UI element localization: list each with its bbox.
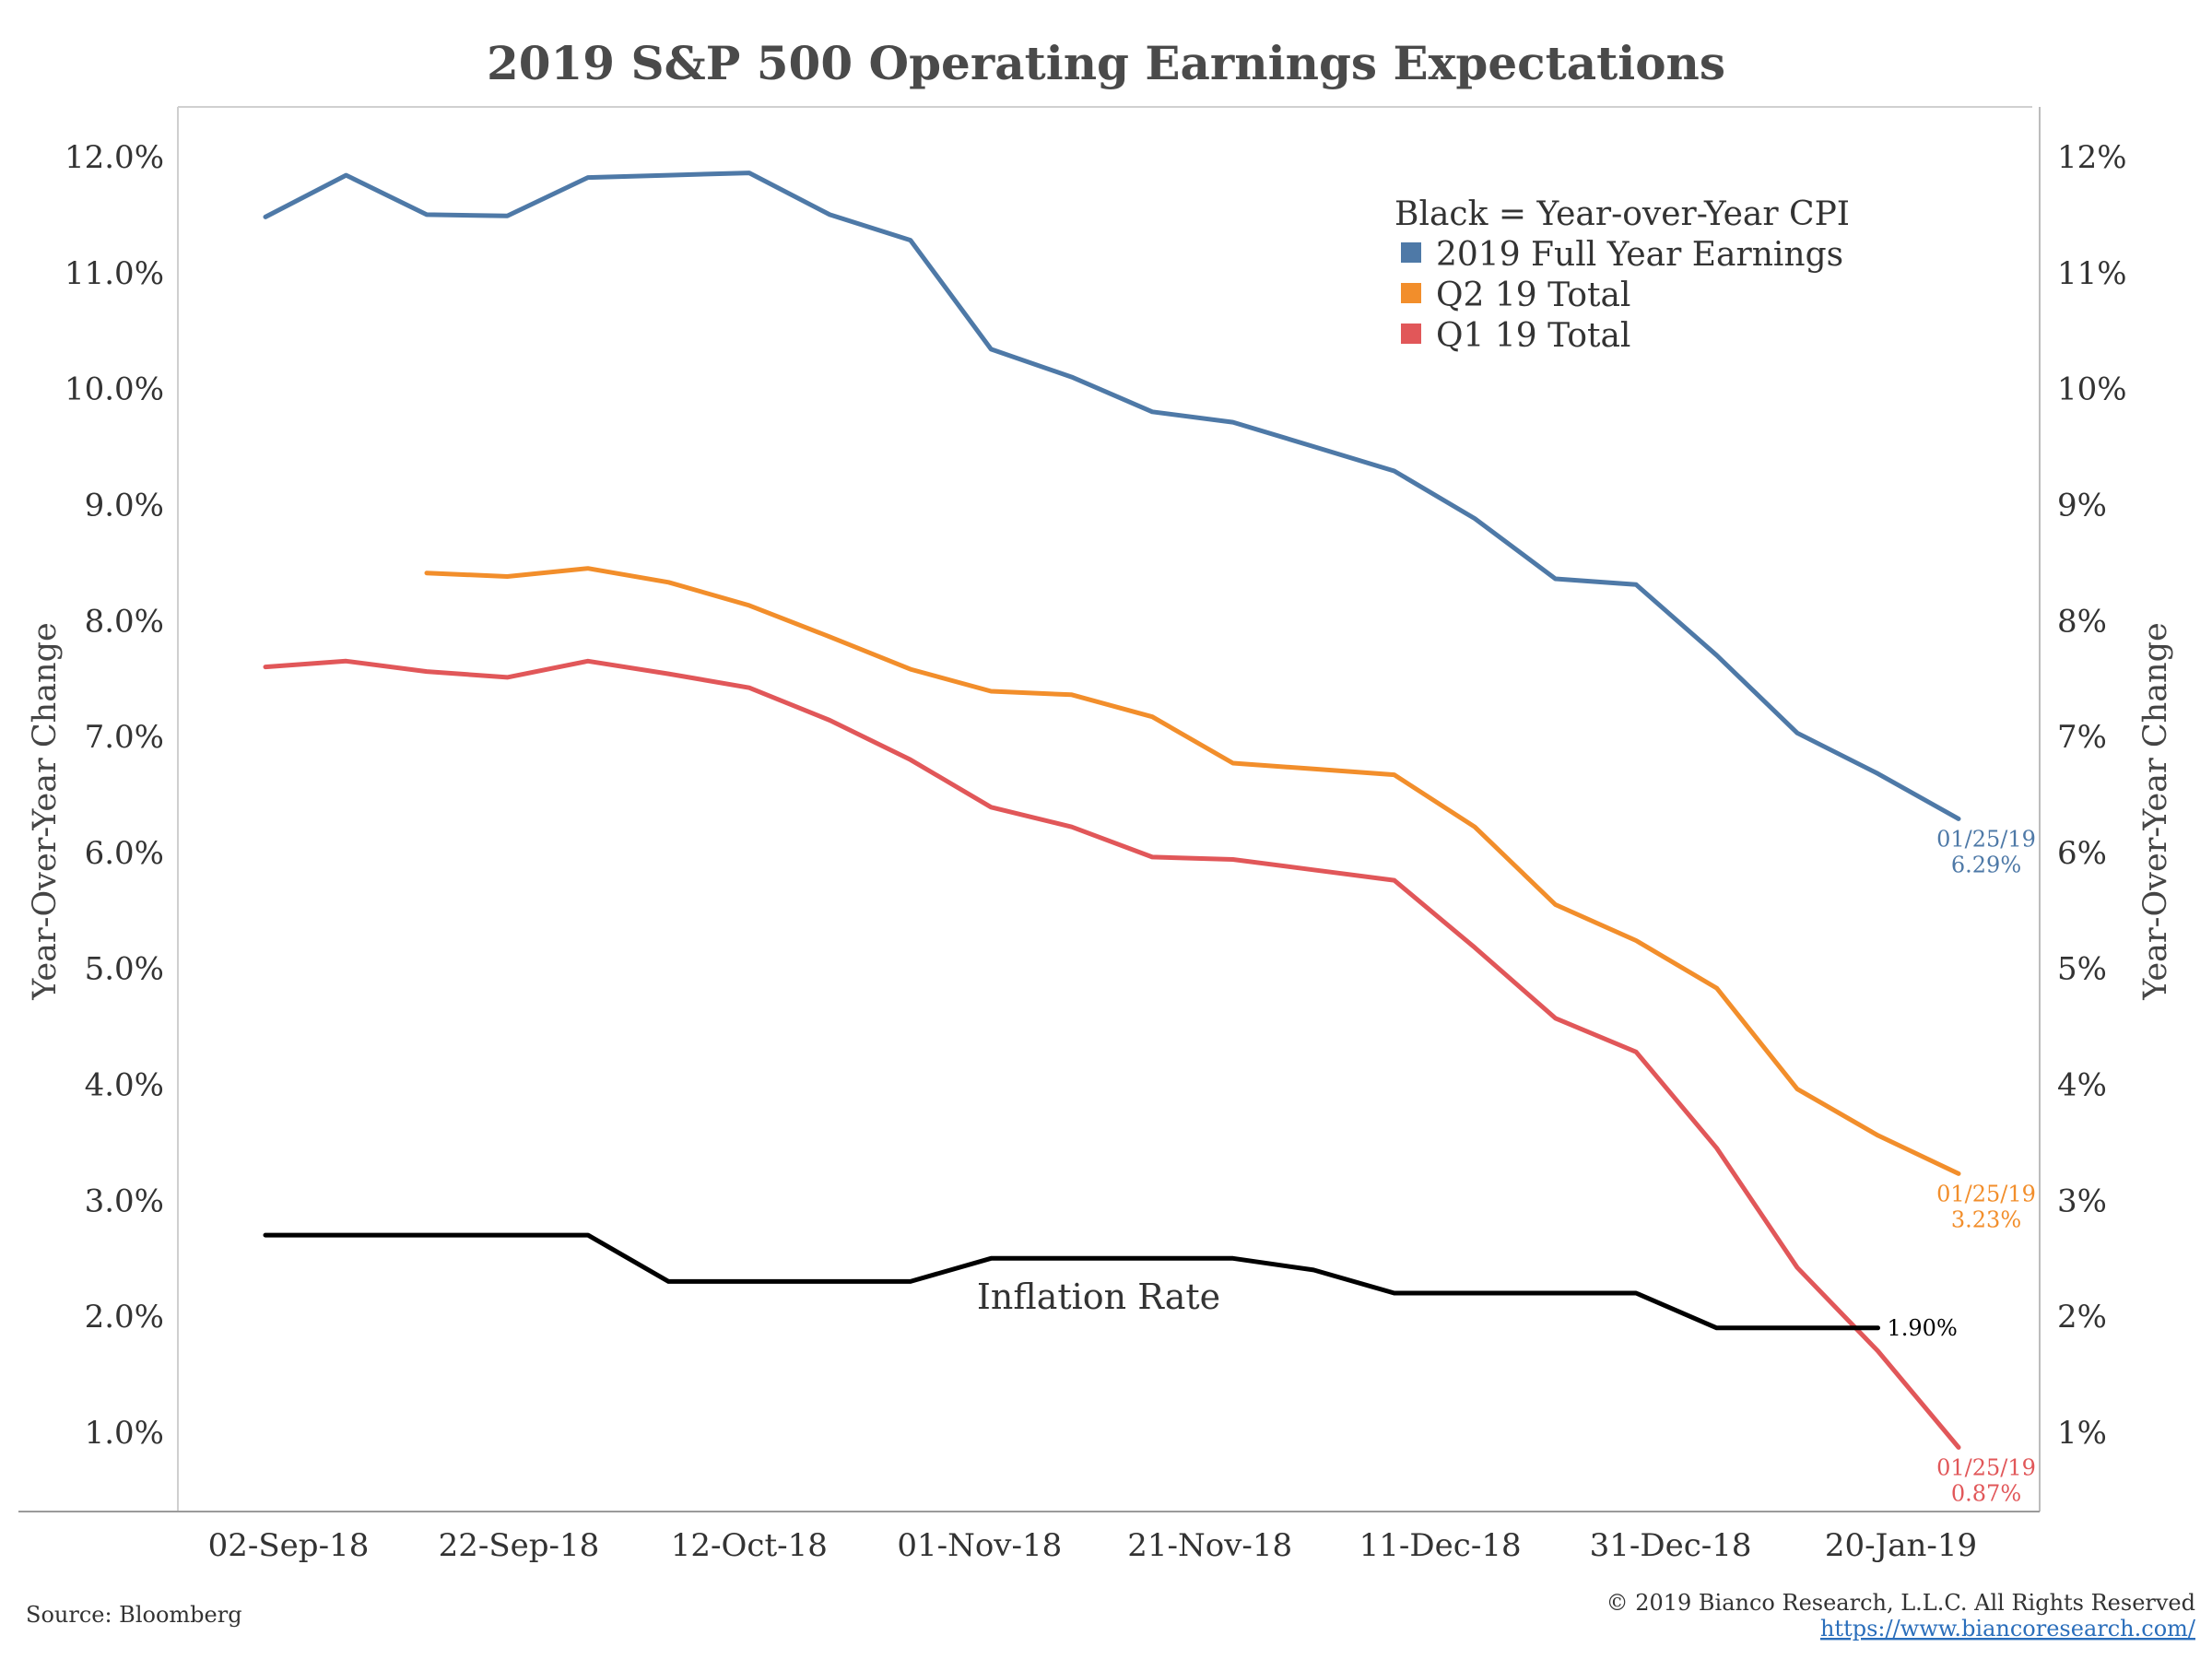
y-tick-label-right: 10% bbox=[2057, 371, 2127, 408]
source-note: Source: Bloomberg bbox=[26, 1602, 242, 1628]
end-label-value: 3.23% bbox=[1951, 1206, 2021, 1232]
y-tick-label-left: 9.0% bbox=[85, 487, 164, 524]
legend-item-full-year: 2019 Full Year Earnings bbox=[1436, 236, 1843, 274]
x-tick-label: 22-Sep-18 bbox=[439, 1527, 600, 1564]
x-tick-label: 11-Dec-18 bbox=[1359, 1527, 1522, 1564]
legend-swatch-q2 bbox=[1401, 283, 1421, 303]
x-tick-label: 01-Nov-18 bbox=[897, 1527, 1062, 1564]
copyright-note: © 2019 Bianco Research, L.L.C. All Right… bbox=[1606, 1590, 2195, 1616]
legend-swatch-full-year bbox=[1401, 242, 1421, 263]
y-tick-label-right: 3% bbox=[2057, 1182, 2107, 1219]
y-tick-label-right: 9% bbox=[2057, 487, 2107, 524]
y-tick-label-left: 8.0% bbox=[85, 603, 164, 640]
inflation-rate-annotation: Inflation Rate bbox=[977, 1277, 1220, 1317]
y-tick-label-left: 3.0% bbox=[85, 1182, 164, 1219]
y-tick-label-right: 11% bbox=[2057, 255, 2127, 292]
y-tick-label-right: 4% bbox=[2057, 1067, 2107, 1104]
end-label-date: 01/25/19 bbox=[1936, 1181, 2036, 1206]
series-line-q2-19-total bbox=[424, 566, 1961, 1176]
end-labels: 01/25/196.29%01/25/193.23%01/25/190.87%1… bbox=[1888, 826, 2036, 1506]
y-tick-label-left: 11.0% bbox=[65, 255, 164, 292]
y-tick-label-right: 5% bbox=[2057, 951, 2107, 988]
end-label-value: 0.87% bbox=[1951, 1480, 2021, 1506]
chart-title: 2019 S&P 500 Operating Earnings Expectat… bbox=[487, 36, 1725, 90]
y-tick-label-left: 6.0% bbox=[85, 835, 164, 872]
end-label-date: 01/25/19 bbox=[1936, 826, 2036, 852]
x-tick-label: 21-Nov-18 bbox=[1127, 1527, 1292, 1564]
y-tick-label-left: 5.0% bbox=[85, 951, 164, 988]
legend-item-q2: Q2 19 Total bbox=[1436, 276, 1630, 314]
y-tick-label-left: 4.0% bbox=[85, 1067, 164, 1104]
series-layer bbox=[263, 171, 1961, 1450]
y-tick-label-left: 1.0% bbox=[85, 1415, 164, 1452]
y-tick-label-right: 2% bbox=[2057, 1299, 2107, 1335]
legend-swatch-q1 bbox=[1401, 324, 1421, 344]
series-line-inflation-rate bbox=[263, 1232, 1880, 1331]
x-tick-label: 31-Dec-18 bbox=[1590, 1527, 1752, 1564]
legend-item-q1: Q1 19 Total bbox=[1436, 317, 1630, 355]
series-line-2019-full-year-earnings bbox=[263, 171, 1961, 821]
end-label-date: 01/25/19 bbox=[1936, 1454, 2036, 1480]
y-ticks-left: 12.0% 11.0% 10.0% 9.0% 8.0% 7.0% 6.0% 5.0% 4.0% 3… bbox=[65, 139, 164, 1452]
x-tick-label: 12-Oct-18 bbox=[671, 1527, 828, 1564]
y-tick-label-left: 12.0% bbox=[65, 139, 164, 176]
y-tick-label-right: 6% bbox=[2057, 835, 2107, 872]
x-tick-label: 02-Sep-18 bbox=[208, 1527, 370, 1564]
x-tick-label: 20-Jan-19 bbox=[1825, 1527, 1977, 1564]
end-label-value: 6.29% bbox=[1951, 852, 2021, 877]
end-label-value: 1.90% bbox=[1888, 1315, 1958, 1341]
y-tick-label-right: 12% bbox=[2057, 139, 2127, 176]
y-tick-label-left: 2.0% bbox=[85, 1299, 164, 1335]
y-tick-label-left: 10.0% bbox=[65, 371, 164, 408]
y-ticks-right: 12% 11% 10% 9% 8% 7% 6% 5% 4% 3% 2% 1% bbox=[2057, 139, 2127, 1452]
y-axis-title-left: Year-Over-Year Change bbox=[27, 622, 64, 1000]
legend-heading: Black = Year-over-Year CPI bbox=[1394, 195, 1850, 233]
y-tick-label-left: 7.0% bbox=[85, 719, 164, 756]
y-axis-title-right: Year-Over-Year Change bbox=[2137, 622, 2174, 1000]
legend: Black = Year-over-Year CPI 2019 Full Yea… bbox=[1394, 195, 1850, 355]
series-line-q1-19-total bbox=[263, 658, 1961, 1450]
website-link[interactable]: https://www.biancoresearch.com/ bbox=[1820, 1616, 2196, 1641]
x-ticks: 02-Sep-18 22-Sep-18 12-Oct-18 01-Nov-18 21-N… bbox=[208, 1527, 1978, 1564]
y-tick-label-right: 7% bbox=[2057, 719, 2107, 756]
y-tick-label-right: 8% bbox=[2057, 603, 2107, 640]
y-tick-label-right: 1% bbox=[2057, 1415, 2107, 1452]
